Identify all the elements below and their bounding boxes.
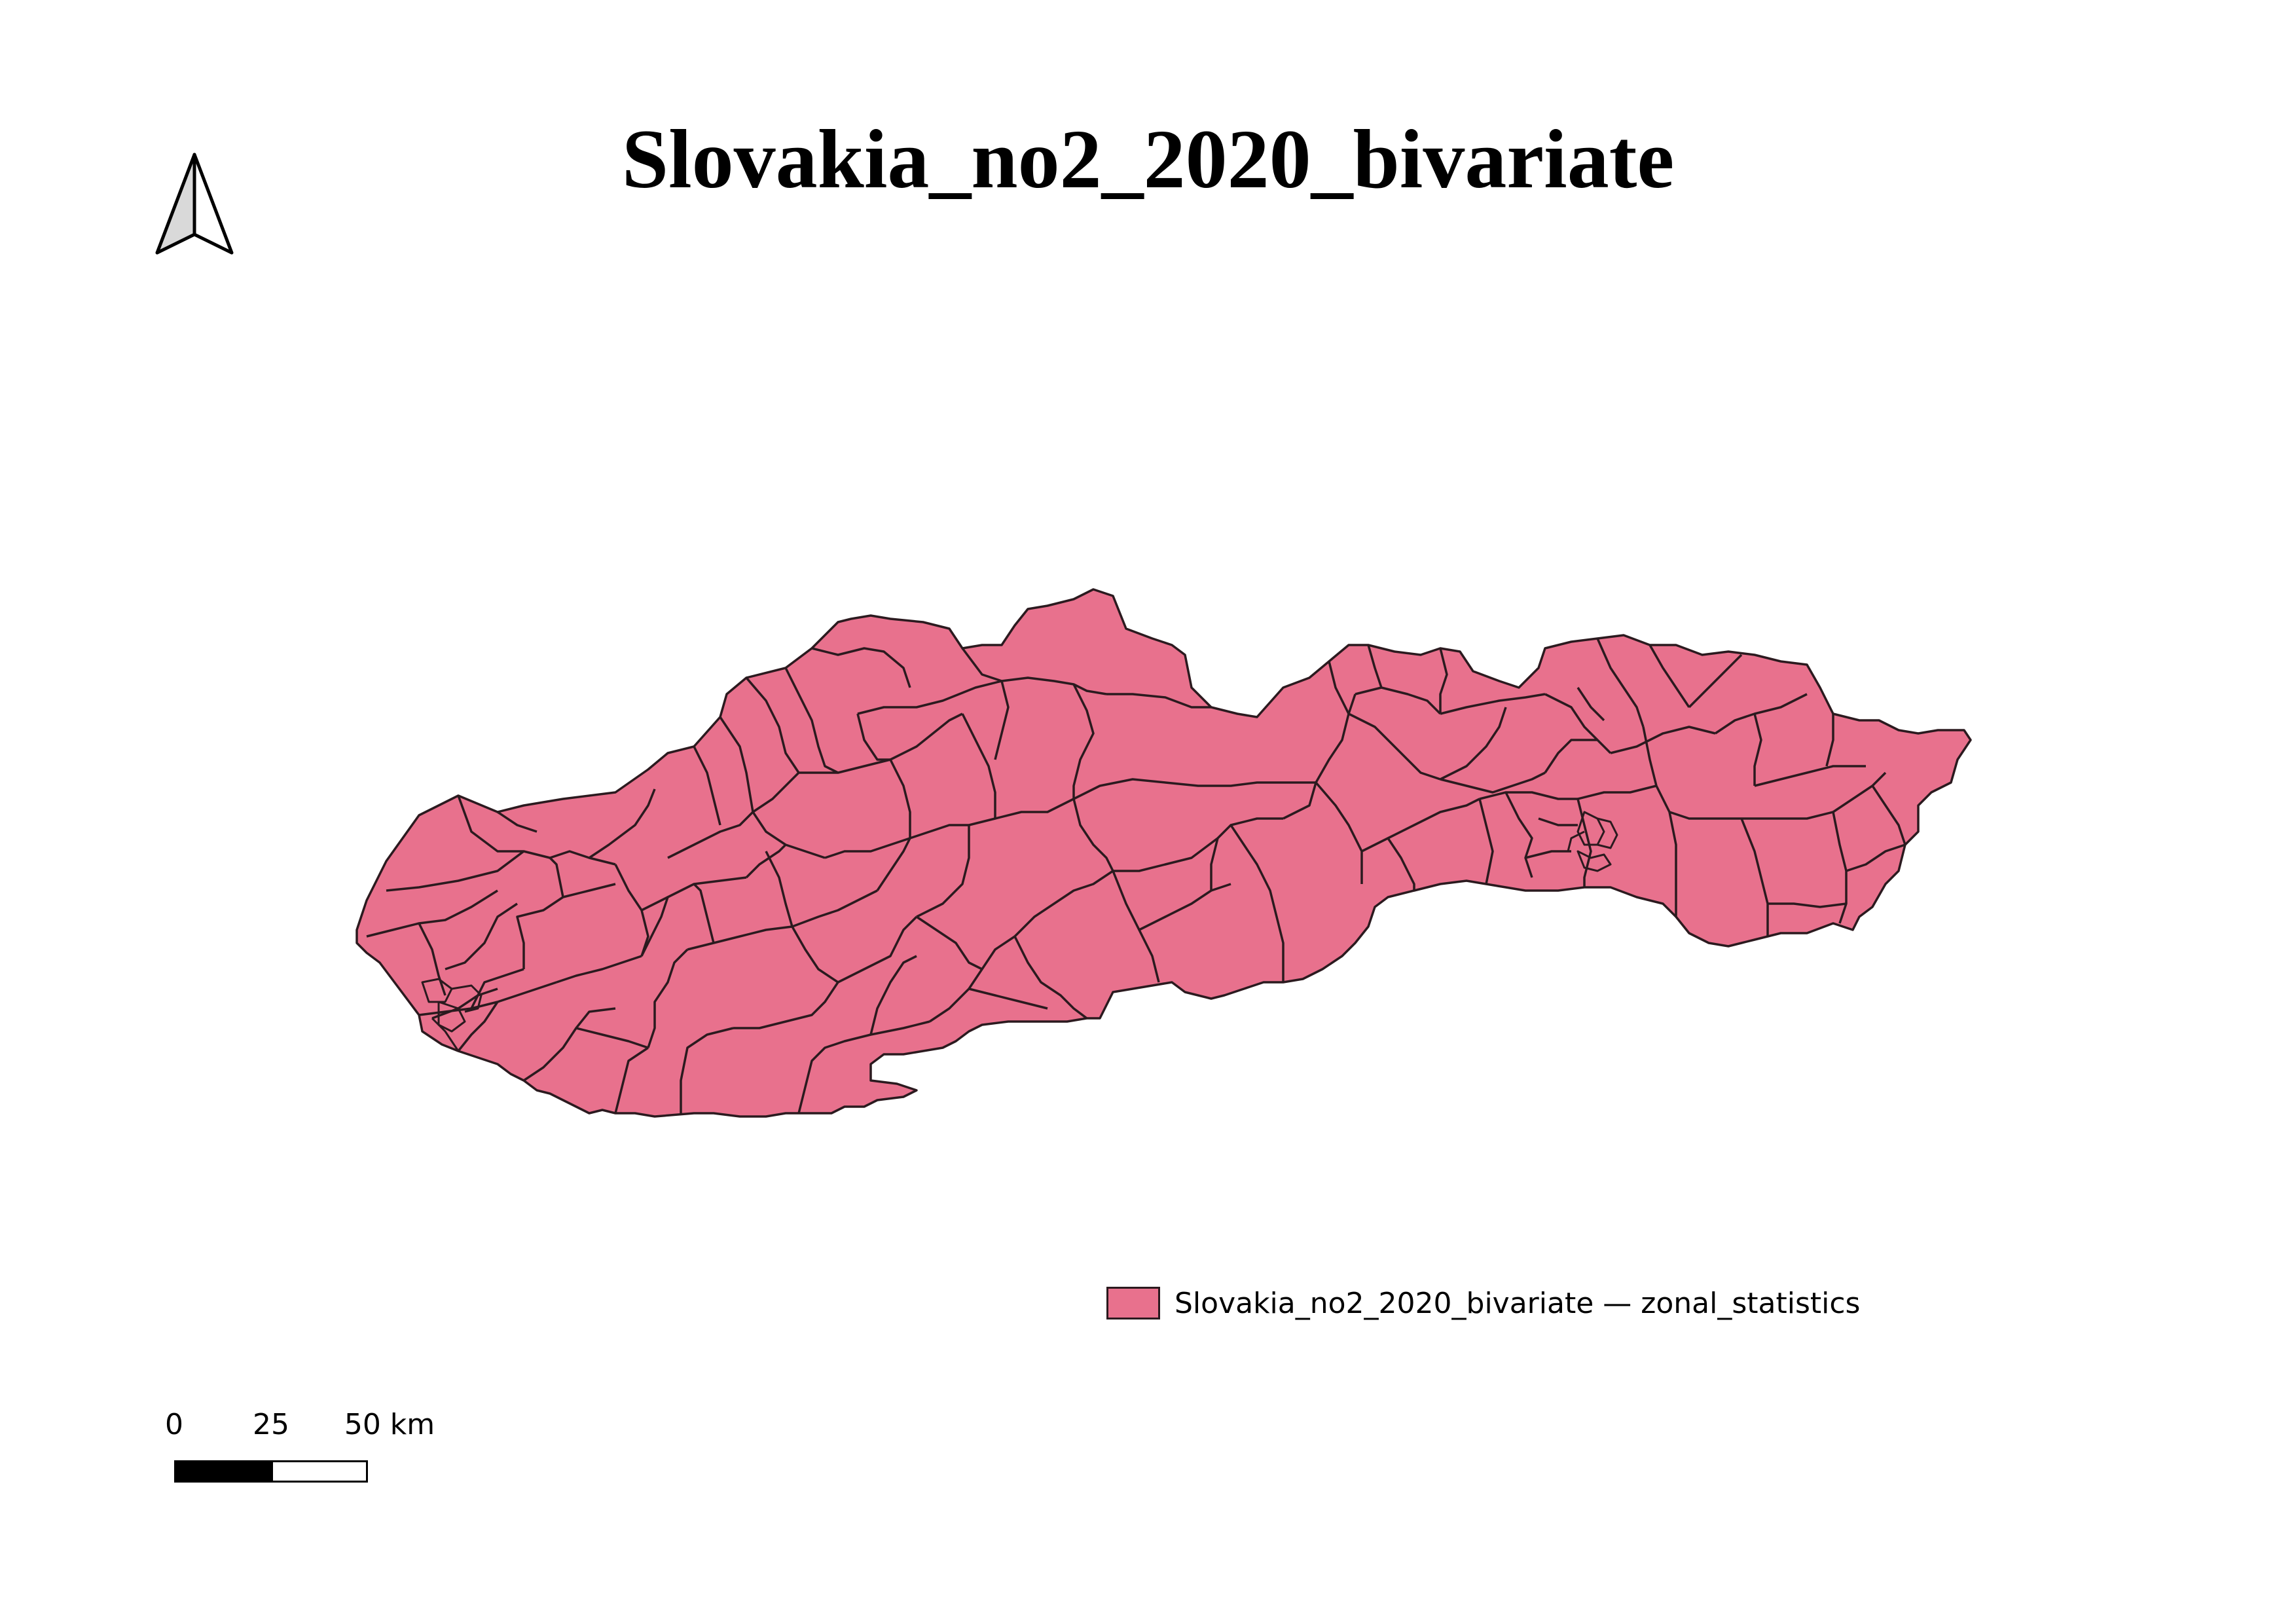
legend-label: Slovakia_no2_2020_bivariate — zonal_stat… bbox=[1175, 1286, 1861, 1320]
scale-tick-0: 0 bbox=[165, 1408, 183, 1441]
north-arrow-icon bbox=[155, 153, 234, 255]
scale-bar-segment-white bbox=[271, 1460, 368, 1483]
scale-tick-25: 25 bbox=[253, 1408, 289, 1441]
scale-tick-50-km: 50 km bbox=[344, 1408, 435, 1441]
map-title: Slovakia_no2_2020_bivariate bbox=[621, 113, 1675, 206]
legend: Slovakia_no2_2020_bivariate — zonal_stat… bbox=[1106, 1283, 1860, 1323]
slovakia-districts-layer bbox=[355, 588, 1972, 1118]
slovakia-outline bbox=[355, 588, 1972, 1118]
scale-bar-segment-black bbox=[174, 1460, 271, 1483]
legend-swatch bbox=[1106, 1287, 1160, 1320]
scalebar: 0 25 50 km bbox=[157, 1408, 458, 1493]
